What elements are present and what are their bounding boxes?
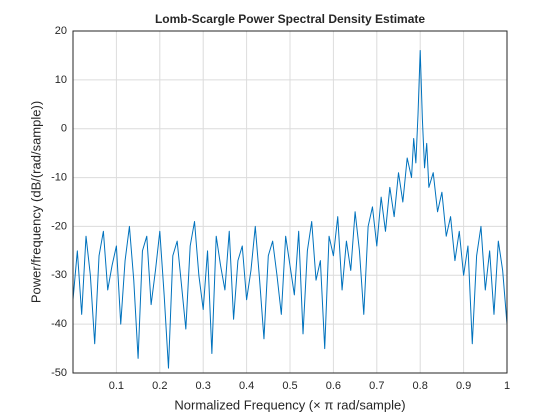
y-tick-label: 0 — [61, 123, 67, 135]
x-tick-label: 0.1 — [109, 380, 124, 392]
x-tick-label: 0.3 — [196, 380, 211, 392]
y-tick-label: -40 — [51, 318, 67, 330]
y-tick-label: -20 — [51, 220, 67, 232]
chart-title: Lomb-Scargle Power Spectral Density Esti… — [155, 12, 425, 26]
y-tick-label: -50 — [51, 367, 67, 379]
x-tick-label: 0.4 — [239, 380, 254, 392]
x-tick-label: 1 — [504, 380, 510, 392]
data-line — [72, 50, 508, 369]
x-tick-label: 0.9 — [456, 380, 471, 392]
x-axis-label: Normalized Frequency (× π rad/sample) — [174, 397, 405, 412]
y-tick-label: -10 — [51, 171, 67, 183]
y-tick-label: 20 — [55, 25, 67, 37]
y-axis-label: Power/frequency (dB/(rad/sample)) — [28, 101, 43, 303]
y-tick-label: 10 — [55, 74, 67, 86]
x-tick-label: 0.5 — [282, 380, 297, 392]
axes-box — [72, 30, 508, 374]
y-tick-label: -30 — [51, 269, 67, 281]
x-tick-label: 0.8 — [413, 380, 428, 392]
x-tick-label: 0.2 — [152, 380, 167, 392]
x-tick-label: 0.7 — [369, 380, 384, 392]
x-tick-label: 0.6 — [326, 380, 341, 392]
